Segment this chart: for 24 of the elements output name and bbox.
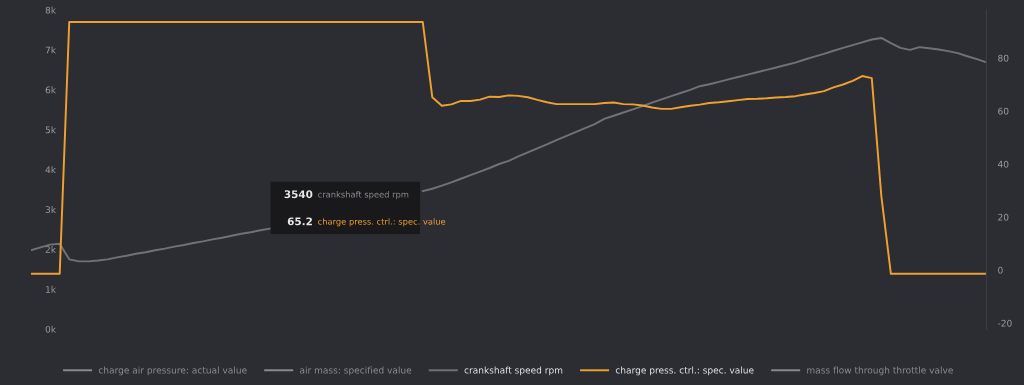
legend-label: mass flow through throttle valve <box>807 366 953 376</box>
legend-label: air mass: specified value <box>300 366 412 376</box>
y2-tick-label: 20 <box>998 213 1009 221</box>
y-tick-label: 8k <box>45 6 56 14</box>
y-tick-label: 0k <box>45 325 56 333</box>
y-tick-label: 7k <box>45 46 56 54</box>
annotation: crankshaft speed rpm <box>318 191 409 200</box>
legend-label: crankshaft speed rpm <box>464 366 563 376</box>
y-tick-label: 6k <box>45 86 56 94</box>
legend-label: charge press. ctrl.: spec. value <box>615 366 754 376</box>
annotation: charge press. ctrl.: spec. value <box>318 218 446 227</box>
legend-label: charge air pressure: actual value <box>98 366 247 376</box>
y2-tick-label: 80 <box>998 54 1009 62</box>
y-tick-label: 4k <box>45 166 56 174</box>
annotation: 3540 <box>284 190 313 199</box>
y2-tick-label: 40 <box>997 160 1009 168</box>
y2-tick-label: 0 <box>998 266 1003 274</box>
y2-tick-label: -20 <box>997 319 1012 327</box>
y2-tick-label: 60 <box>998 107 1009 115</box>
y-tick-label: 2k <box>45 245 56 253</box>
y-tick-label: 1k <box>46 285 56 293</box>
y-tick-label: 5k <box>45 126 56 134</box>
y-tick-label: 3k <box>45 206 56 214</box>
annotation: 65.2 <box>287 217 312 226</box>
